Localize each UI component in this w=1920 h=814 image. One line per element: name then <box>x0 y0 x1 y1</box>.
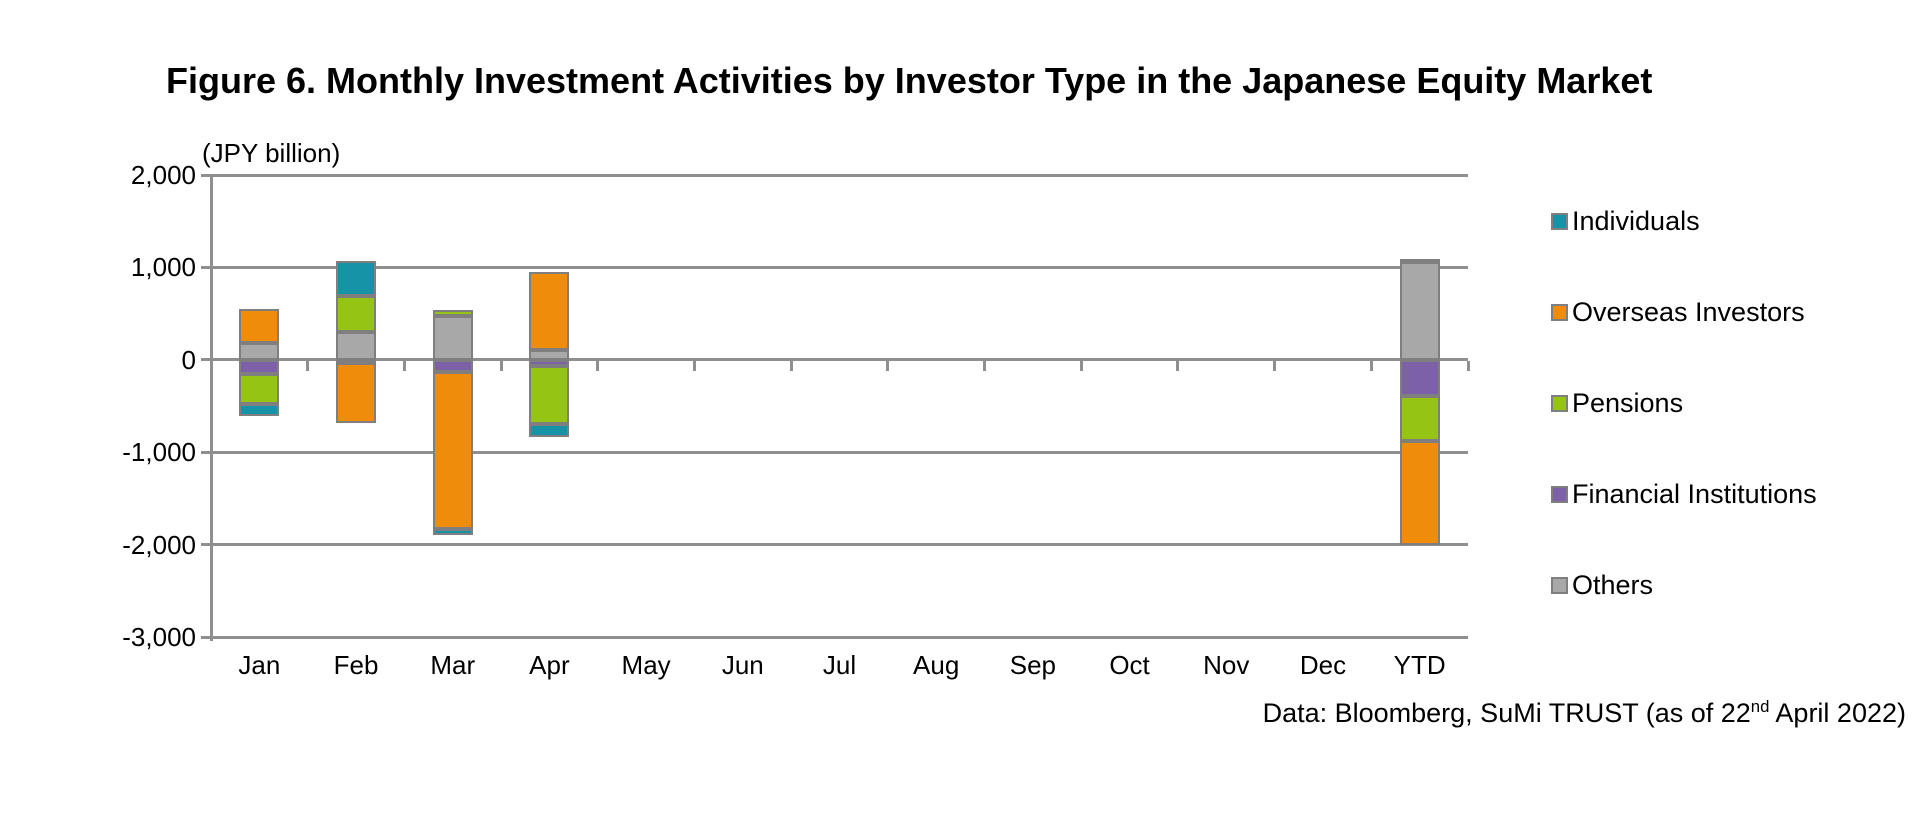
bar-segment-mar-financial-institutions <box>432 359 473 372</box>
x-axis-tick <box>499 361 503 372</box>
x-label-oct: Oct <box>1109 650 1150 680</box>
bar-segment-apr-overseas-investors <box>529 271 570 351</box>
x-axis-tick <box>306 361 310 372</box>
bar-segment-ytd-individuals <box>1399 259 1440 264</box>
bar-segment-apr-financial-institutions <box>529 359 570 367</box>
legend-label-financial-institutions: Financial Institutions <box>1572 479 1817 509</box>
gridline--3000 <box>211 635 1468 639</box>
legend-label-individuals: Individuals <box>1572 206 1700 236</box>
y-axis-tick--1000 <box>201 450 211 454</box>
x-axis-tick <box>983 361 987 372</box>
gridline-1000 <box>211 265 1468 269</box>
x-label-dec: Dec <box>1299 650 1347 680</box>
y-axis-tick-2000 <box>201 173 211 177</box>
y-axis-line <box>209 173 213 641</box>
source-note-text: Data: Bloomberg, SuMi TRUST (as of 22 <box>1262 698 1751 728</box>
gridline-0 <box>211 358 1468 362</box>
x-axis-tick <box>692 361 696 372</box>
legend-label-others: Others <box>1572 570 1654 600</box>
x-axis-tick <box>789 361 793 372</box>
y-label--3000: -3,000 <box>122 622 196 652</box>
bar-segment-feb-pensions <box>336 296 377 333</box>
y-label--1000: -1,000 <box>122 437 196 468</box>
x-axis-tick <box>886 361 890 372</box>
y-axis-tick--3000 <box>201 635 211 639</box>
bar-segment-feb-financial-institutions <box>336 359 377 364</box>
bar-segment-ytd-financial-institutions <box>1399 359 1440 396</box>
bar-segment-ytd-others <box>1399 261 1440 360</box>
bar-segment-jan-overseas-investors <box>239 308 280 343</box>
legend-marker-overseas-investors <box>1551 304 1568 321</box>
x-label-ytd: YTD <box>1393 650 1446 680</box>
bar-segment-ytd-pensions <box>1399 395 1440 442</box>
y-label-0: 0 <box>181 344 196 375</box>
x-label-jul: Jul <box>822 650 857 680</box>
source-note: Data: Bloomberg, SuMi TRUST (as of 22nd … <box>0 697 1906 729</box>
y-axis-tick-0 <box>201 358 211 362</box>
x-axis-tick <box>1273 361 1277 372</box>
source-note-superscript: nd <box>1750 697 1770 716</box>
legend-label-overseas-investors: Overseas Investors <box>1572 297 1805 327</box>
gridline-2000 <box>211 173 1468 177</box>
bar-segment-jan-others <box>239 342 280 360</box>
legend-marker-financial-institutions <box>1551 486 1568 503</box>
x-label-jun: Jun <box>721 650 764 680</box>
legend-item-others: Others <box>1551 570 1653 601</box>
bar-segment-mar-individuals <box>432 528 473 536</box>
legend-marker-others <box>1551 577 1568 594</box>
legend-label-pensions: Pensions <box>1572 388 1684 418</box>
bar-segment-jan-individuals <box>239 404 280 417</box>
axis-unit-label: (JPY billion) <box>202 138 341 168</box>
bar-segment-apr-individuals <box>529 423 570 438</box>
legend-marker-pensions <box>1551 395 1568 412</box>
x-label-feb: Feb <box>333 650 379 680</box>
legend-item-financial-institutions: Financial Institutions <box>1551 479 1817 510</box>
x-axis-tick <box>596 361 600 372</box>
x-label-apr: Apr <box>529 650 570 680</box>
legend-marker-individuals <box>1551 213 1568 230</box>
y-label-2000: 2,000 <box>130 160 196 190</box>
chart-title: Figure 6. Monthly Investment Activities … <box>166 60 1653 101</box>
bar-segment-apr-others <box>529 350 570 360</box>
x-label-nov: Nov <box>1203 650 1250 680</box>
legend-item-pensions: Pensions <box>1551 388 1683 419</box>
bar-segment-jan-pensions <box>239 373 280 405</box>
y-axis-tick-1000 <box>201 265 211 269</box>
bar-segment-mar-overseas-investors <box>432 371 473 529</box>
x-label-jan: Jan <box>238 650 281 680</box>
y-label--2000: -2,000 <box>122 529 196 560</box>
gridline--2000 <box>211 543 1468 547</box>
gridline--1000 <box>211 450 1468 454</box>
bar-segment-apr-pensions <box>529 366 570 424</box>
x-label-may: May <box>621 650 671 680</box>
x-axis-tick <box>1079 361 1083 372</box>
bar-segment-mar-pensions <box>432 309 473 317</box>
x-axis-tick <box>1176 361 1180 372</box>
y-label-1000: 1,000 <box>130 252 196 283</box>
x-axis-tick <box>1369 361 1373 372</box>
x-axis-tick <box>1466 361 1470 372</box>
legend-item-overseas-investors: Overseas Investors <box>1551 297 1805 328</box>
x-axis-tick <box>402 361 406 372</box>
bar-segment-jan-financial-institutions <box>239 359 280 374</box>
bar-segment-feb-individuals <box>336 260 377 297</box>
x-label-sep: Sep <box>1009 650 1056 680</box>
x-label-mar: Mar <box>430 650 476 680</box>
bar-segment-mar-others <box>432 316 473 360</box>
bar-segment-feb-others <box>336 332 377 360</box>
y-axis-tick--2000 <box>201 543 211 547</box>
bar-segment-ytd-overseas-investors <box>1399 441 1440 545</box>
legend-item-individuals: Individuals <box>1551 206 1700 237</box>
x-label-aug: Aug <box>913 650 960 680</box>
source-note-suffix: April 2022) <box>1769 698 1906 728</box>
bar-segment-feb-overseas-investors <box>336 363 377 423</box>
